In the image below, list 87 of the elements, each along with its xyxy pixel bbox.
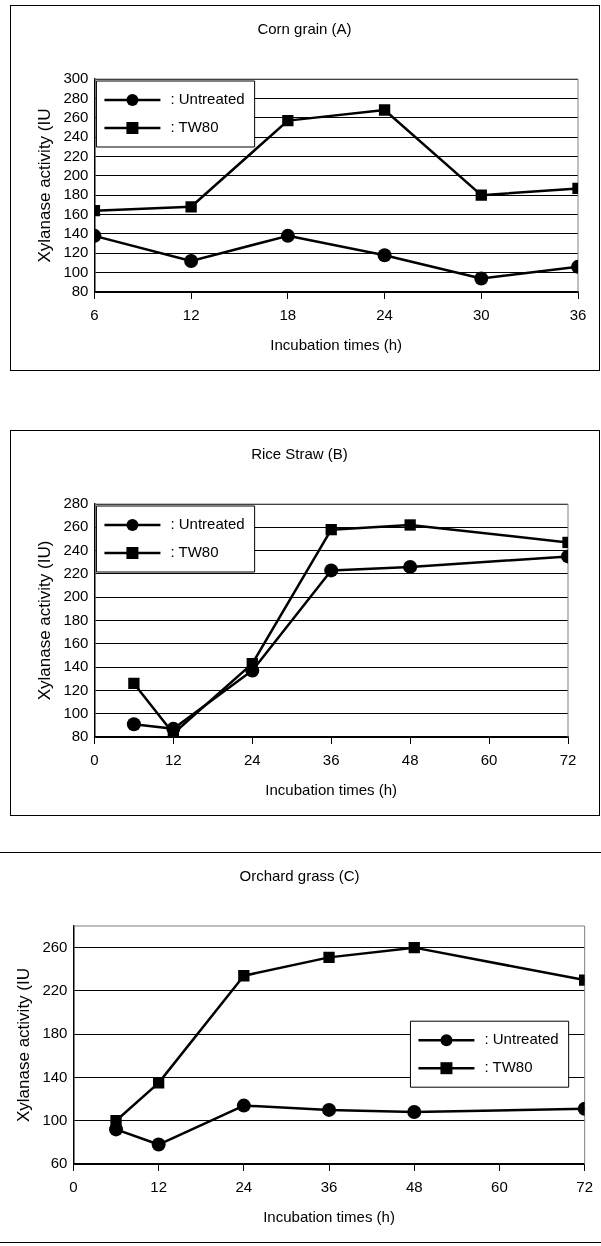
point [403,559,418,574]
point [128,677,140,690]
y-tick-label: 120 [63,680,89,698]
x-tick-label: 72 [559,751,577,769]
point [238,970,250,982]
legend-label: : Untreated [170,515,245,533]
y-tick-label: 140 [63,224,89,242]
point [152,1077,165,1089]
point [282,114,294,127]
y-axis-title: Xylanase activity (IU) [34,540,54,701]
x-tick-label: 48 [401,751,419,769]
y-tick-label: 180 [42,1024,68,1042]
x-tick-label: 12 [150,1178,167,1196]
y-tick-label: 180 [63,610,89,628]
x-tick-label: 6 [90,306,99,324]
y-tick-label: 100 [42,1110,68,1128]
legend-label: : Untreated [170,90,245,108]
y-tick-label: 140 [63,657,89,675]
x-tick-label: 0 [69,1178,78,1196]
chart-title: Corn grain (A) [257,20,352,38]
point [378,104,391,116]
y-tick-label: 260 [42,937,68,955]
point [322,1102,337,1117]
point [408,941,420,954]
y-tick-label: 220 [63,146,89,164]
point [324,563,339,578]
y-tick-label: 200 [63,587,89,605]
y-tick-label: 220 [42,981,68,999]
chart-title: Orchard grass (C) [239,867,360,885]
y-tick-label: 240 [63,540,89,558]
y-tick-label: 280 [63,88,89,106]
y-tick-label: 80 [71,282,89,300]
y-tick-label: 220 [63,564,89,582]
point [474,271,489,286]
x-tick-label: 12 [165,751,182,769]
y-tick-label: 60 [50,1154,68,1172]
y-tick-label: 100 [63,703,89,721]
x-tick-label: 24 [243,751,261,769]
point [325,523,337,536]
y-tick-label: 160 [63,633,89,651]
x-tick-label: 30 [472,306,490,324]
legend-label: : TW80 [170,118,219,136]
chart-title: Rice Straw (B) [251,445,348,463]
x-tick-label: 36 [320,1178,338,1196]
x-tick-label: 48 [405,1178,423,1196]
point [404,519,416,531]
point [377,248,392,263]
x-axis-title: Incubation times (h) [265,781,398,799]
x-tick-label: 36 [322,751,340,769]
y-tick-label: 80 [71,727,89,745]
point [323,951,335,964]
y-tick-label: 240 [63,127,89,145]
y-tick-label: 160 [63,204,89,222]
x-tick-label: 60 [480,751,498,769]
legend-label: : Untreated [484,1030,559,1048]
x-axis-title: Incubation times (h) [270,336,403,354]
y-tick-label: 120 [63,243,89,261]
x-axis-title: Incubation times (h) [263,1208,395,1226]
x-tick-label: 24 [235,1178,253,1196]
y-tick-label: 260 [63,107,89,125]
point [184,254,199,269]
point [236,1098,251,1113]
point [185,201,197,213]
legend-label: : TW80 [170,543,219,561]
y-tick-label: 200 [63,165,89,183]
point [280,228,295,243]
x-tick-label: 18 [279,306,297,324]
legend-label: : TW80 [484,1058,533,1076]
x-tick-label: 60 [491,1178,508,1196]
y-tick-label: 100 [63,262,89,280]
y-tick-label: 260 [63,517,89,535]
y-tick-label: 140 [42,1067,68,1085]
y-tick-label: 180 [63,185,89,203]
point [110,1115,122,1127]
x-tick-label: 0 [90,751,99,769]
x-tick-label: 12 [182,306,200,324]
x-tick-label: 72 [576,1178,593,1196]
y-tick-label: 280 [63,494,89,512]
point [151,1137,166,1152]
x-tick-label: 24 [376,306,393,324]
y-axis-title: Xylanase activity (IU [34,108,54,263]
x-tick-label: 36 [569,306,587,324]
point [407,1105,422,1120]
point [475,189,487,201]
y-tick-label: 300 [63,69,89,87]
y-axis-title: Xylanase activity (IU [13,968,33,1122]
point [126,717,141,732]
